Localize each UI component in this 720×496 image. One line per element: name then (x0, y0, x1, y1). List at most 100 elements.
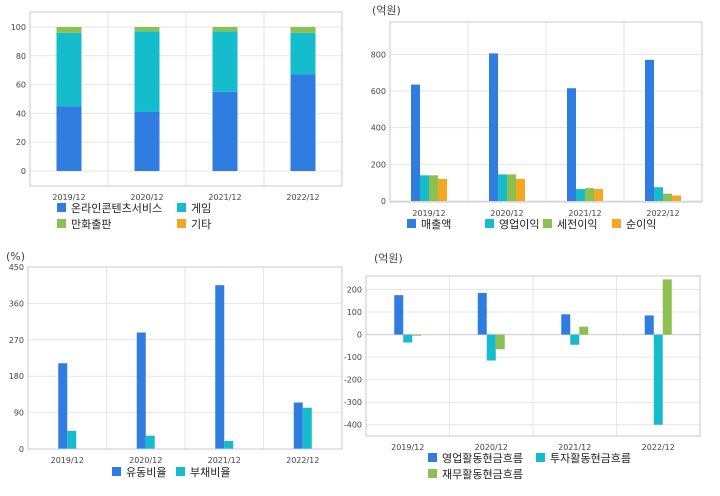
bar (394, 295, 404, 335)
bar (290, 74, 316, 171)
bar (438, 179, 447, 201)
legend-swatch (57, 219, 66, 228)
x-tick-label: 2019/12 (412, 209, 445, 218)
y-tick-label: -100 (344, 353, 362, 362)
bar (489, 53, 498, 201)
bar (507, 174, 516, 201)
bar (212, 91, 238, 171)
x-tick-label: 2021/12 (208, 456, 241, 465)
x-tick-label: 2019/12 (51, 456, 84, 465)
bar (215, 285, 225, 449)
x-tick-label: 2020/12 (490, 209, 523, 218)
x-tick-label: 2020/12 (130, 193, 163, 202)
y-tick-label: 60 (16, 81, 26, 90)
legend-label: 매출액 (421, 218, 451, 231)
legend-label: 영업이익 (499, 218, 539, 231)
bar (498, 174, 507, 201)
chart-panel-4: (억원) 200 100 0 -100 -200 -300 -400 2019/12 2020/1… (344, 252, 701, 481)
bar (576, 189, 585, 201)
legend-label: 재무활동현금흐름 (442, 467, 523, 481)
legend-swatch (543, 219, 552, 228)
bar (145, 435, 155, 449)
bar (644, 315, 654, 335)
legend-swatch (428, 469, 437, 478)
chart-panel-1: 0 20 40 60 80 100 2019/12 2020/12 2021/12 2022/12… (11, 11, 343, 231)
legend-label: 온라인콘텐츠서비스 (71, 202, 162, 215)
bar (134, 111, 160, 171)
legend-label: 순이익 (626, 218, 656, 231)
y-tick-label: 0 (381, 197, 386, 206)
bar (134, 31, 160, 112)
bar (663, 193, 672, 201)
y-tick-label: 80 (16, 52, 26, 61)
y-tick-label: 200 (371, 160, 386, 169)
x-tick-label: 2019/12 (52, 193, 85, 202)
bar (212, 27, 238, 32)
chart-panel-3: (%) 0 90 180 270 360 450 2019/12 2020/12 2021/12 2… (6, 250, 343, 479)
bar (56, 27, 82, 33)
plot-frame (29, 11, 343, 187)
bar (212, 31, 238, 92)
y-tick-label: 800 (371, 50, 386, 59)
bar (594, 189, 603, 201)
legend-swatch (177, 219, 186, 228)
legend-label: 부채비율 (190, 466, 230, 479)
y-tick-label: 400 (371, 124, 386, 133)
unit-label: (억원) (374, 252, 403, 265)
y-tick-label: 360 (9, 299, 24, 308)
legend-label: 만화출판 (71, 218, 111, 231)
legend-label: 유동비율 (126, 466, 166, 479)
bar (420, 175, 429, 201)
y-tick-label: -400 (344, 421, 362, 430)
y-tick-label: 90 (14, 409, 24, 418)
y-tick-label: 0 (21, 167, 26, 176)
x-tick-label: 2021/12 (558, 443, 591, 452)
bar (224, 440, 234, 449)
y-tick-label: -300 (344, 398, 362, 407)
x-tick-label: 2022/12 (286, 456, 319, 465)
bar (477, 292, 487, 335)
y-tick-label: 0 (357, 331, 362, 340)
bar (585, 188, 594, 201)
legend-swatch (177, 203, 186, 212)
bar (412, 334, 422, 336)
y-tick-label: 40 (16, 109, 26, 118)
unit-label: (%) (6, 250, 25, 263)
legend-swatch (428, 453, 437, 462)
bar (570, 334, 580, 345)
y-tick-label: 20 (16, 138, 26, 147)
x-tick-label: 2019/12 (391, 443, 424, 452)
bar (654, 187, 663, 201)
bar (56, 32, 82, 107)
x-tick-label: 2020/12 (475, 443, 508, 452)
y-tick-label: 100 (347, 308, 362, 317)
bar (290, 32, 316, 75)
legend-label: 영업활동현금흐름 (442, 451, 523, 465)
x-tick-label: 2022/12 (642, 443, 675, 452)
bar (645, 59, 654, 202)
bar (290, 27, 316, 33)
bar (411, 84, 420, 201)
bar (403, 334, 413, 343)
legend-label: 게임 (191, 202, 211, 215)
y-tick-label: 600 (371, 87, 386, 96)
bar (567, 88, 576, 201)
y-tick-label: 180 (9, 372, 24, 381)
y-tick-label: 0 (19, 445, 24, 454)
legend-swatch (485, 219, 494, 228)
legend-label: 투자활동현금흐름 (550, 451, 631, 465)
legend-swatch (112, 467, 121, 476)
bar (56, 106, 82, 171)
plot-frame (27, 266, 343, 450)
bar (662, 279, 672, 335)
legend-swatch (57, 203, 66, 212)
x-tick-label: 2022/12 (286, 193, 319, 202)
y-tick-label: 200 (347, 286, 362, 295)
x-tick-label: 2020/12 (129, 456, 162, 465)
legend-label: 기타 (191, 218, 211, 231)
bar (561, 314, 571, 335)
bar (58, 363, 68, 449)
bar (136, 332, 146, 449)
legend-swatch (612, 219, 621, 228)
